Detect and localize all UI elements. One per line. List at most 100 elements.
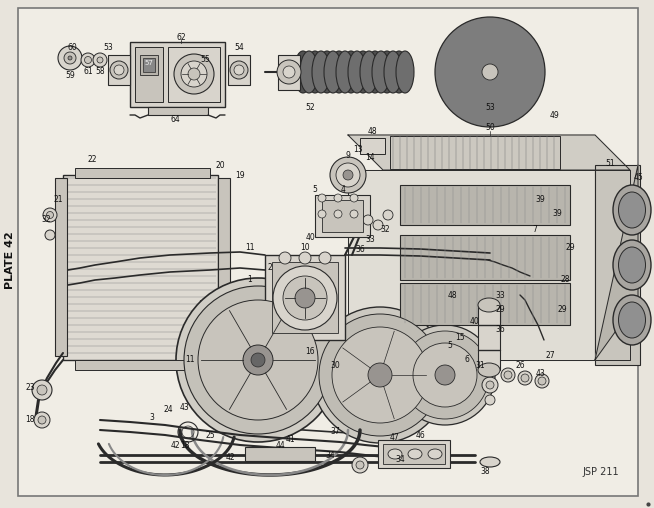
Circle shape xyxy=(435,17,545,127)
Text: 45: 45 xyxy=(633,174,643,182)
Bar xyxy=(360,138,385,154)
Bar xyxy=(278,55,300,90)
Circle shape xyxy=(373,220,383,230)
Ellipse shape xyxy=(619,192,645,228)
Ellipse shape xyxy=(478,363,500,377)
Text: 28: 28 xyxy=(560,275,570,284)
Circle shape xyxy=(45,230,55,240)
Ellipse shape xyxy=(318,51,336,93)
Ellipse shape xyxy=(294,51,312,93)
Text: 32: 32 xyxy=(380,226,390,235)
Text: 31: 31 xyxy=(475,361,485,369)
Text: 18: 18 xyxy=(26,416,35,425)
Bar xyxy=(63,175,218,360)
Circle shape xyxy=(352,457,368,473)
Bar xyxy=(400,283,570,325)
Text: 52: 52 xyxy=(305,104,315,112)
Text: 39: 39 xyxy=(535,196,545,205)
Circle shape xyxy=(445,27,535,117)
Circle shape xyxy=(343,170,353,180)
Bar xyxy=(218,178,230,356)
Text: 3: 3 xyxy=(150,414,154,423)
Text: 18: 18 xyxy=(181,440,190,450)
Bar xyxy=(378,440,450,468)
Bar xyxy=(400,235,570,280)
Bar xyxy=(245,447,315,461)
Text: 60: 60 xyxy=(67,44,77,52)
Bar xyxy=(75,168,210,178)
Circle shape xyxy=(332,327,428,423)
Text: 1: 1 xyxy=(248,275,252,284)
Text: 4: 4 xyxy=(341,185,345,195)
Ellipse shape xyxy=(388,449,402,459)
Circle shape xyxy=(230,61,248,79)
Circle shape xyxy=(318,210,326,218)
Text: 34: 34 xyxy=(395,456,405,464)
Bar xyxy=(148,107,208,115)
Text: 47: 47 xyxy=(390,433,400,442)
Bar xyxy=(55,178,67,356)
Circle shape xyxy=(480,62,500,82)
Text: 10: 10 xyxy=(300,243,310,252)
Circle shape xyxy=(460,42,520,102)
Ellipse shape xyxy=(366,51,384,93)
Ellipse shape xyxy=(613,240,651,290)
Text: 33: 33 xyxy=(495,291,505,300)
Text: 59: 59 xyxy=(65,71,75,79)
Text: 11: 11 xyxy=(245,243,255,252)
Circle shape xyxy=(319,314,441,436)
Text: 53: 53 xyxy=(485,104,495,112)
Text: 42: 42 xyxy=(225,454,235,462)
Text: 43: 43 xyxy=(535,368,545,377)
Bar xyxy=(228,55,250,85)
Circle shape xyxy=(283,66,295,78)
Circle shape xyxy=(435,365,455,385)
Circle shape xyxy=(38,416,46,424)
Text: 24: 24 xyxy=(164,405,173,415)
Circle shape xyxy=(334,210,342,218)
Text: 39: 39 xyxy=(552,208,562,217)
Circle shape xyxy=(273,266,337,330)
Circle shape xyxy=(32,380,52,400)
Circle shape xyxy=(174,54,214,94)
Ellipse shape xyxy=(378,51,396,93)
Text: 54: 54 xyxy=(234,44,244,52)
Circle shape xyxy=(482,64,498,80)
Ellipse shape xyxy=(306,51,324,93)
Ellipse shape xyxy=(372,51,390,93)
Circle shape xyxy=(330,157,366,193)
Text: 27: 27 xyxy=(545,352,555,361)
Bar xyxy=(272,262,338,333)
Ellipse shape xyxy=(336,51,354,93)
Text: 33: 33 xyxy=(365,236,375,244)
Circle shape xyxy=(383,210,393,220)
Circle shape xyxy=(521,374,529,382)
Circle shape xyxy=(475,57,505,87)
Text: 42: 42 xyxy=(170,440,180,450)
Circle shape xyxy=(37,385,47,395)
Ellipse shape xyxy=(619,302,645,338)
Circle shape xyxy=(283,276,327,320)
Ellipse shape xyxy=(478,298,500,312)
Bar xyxy=(168,47,220,102)
Ellipse shape xyxy=(408,449,422,459)
Circle shape xyxy=(318,194,326,202)
Text: 36: 36 xyxy=(495,326,505,334)
Text: 49: 49 xyxy=(550,111,560,119)
Circle shape xyxy=(538,377,546,385)
Text: 62: 62 xyxy=(176,33,186,42)
Text: 29: 29 xyxy=(565,243,575,252)
Text: 21: 21 xyxy=(53,196,63,205)
Bar xyxy=(322,200,363,232)
Circle shape xyxy=(181,61,207,87)
Bar xyxy=(143,58,155,72)
Circle shape xyxy=(336,163,360,187)
Text: 15: 15 xyxy=(455,333,465,342)
Text: 61: 61 xyxy=(83,68,93,77)
Circle shape xyxy=(34,412,50,428)
Text: 36: 36 xyxy=(355,245,365,255)
Circle shape xyxy=(470,52,510,92)
Text: 38: 38 xyxy=(480,467,490,477)
Text: 64: 64 xyxy=(170,115,180,124)
Polygon shape xyxy=(348,135,630,170)
